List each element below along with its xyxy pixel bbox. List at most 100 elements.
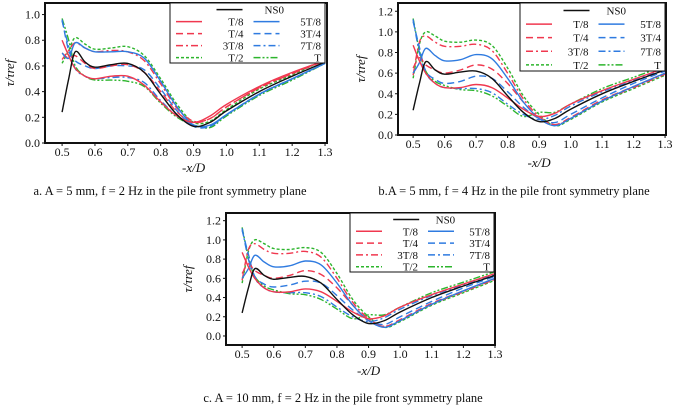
legend-label: T/4	[403, 238, 419, 250]
y-tick-label: 0.0	[25, 136, 40, 150]
series-line-T-over-4	[61, 52, 326, 124]
y-tick-label: 0.2	[25, 110, 40, 124]
series-line-T	[412, 18, 666, 118]
series-line-3T-over-4	[412, 21, 666, 124]
legend-label: T/8	[403, 226, 419, 238]
series-line-T-over-2	[61, 36, 326, 125]
series-line-5T-over-8	[412, 47, 666, 127]
legend-label: T/8	[573, 19, 589, 31]
x-tick-label: 0.8	[500, 137, 515, 151]
series-line-5T-over-8	[61, 41, 326, 128]
y-tick-label: 1.0	[25, 8, 40, 22]
x-tick-label: 1.2	[626, 137, 641, 151]
x-tick-label: 0.6	[437, 137, 452, 151]
x-tick-label: 0.7	[469, 137, 484, 151]
series-line-T	[241, 227, 495, 320]
x-tick-label: 0.6	[87, 145, 102, 159]
y-tick-label: 1.2	[206, 214, 221, 228]
chart-a: 0.5 0.6 0.7 0.8 0.9 1.0 1.1 1.2 1.3 0.0 0.2 0.4 0.6 0…	[2, 2, 333, 175]
caption-b: b.A = 5 mm, f = 4 Hz in the pile front s…	[378, 184, 650, 198]
x-tick-label: 1.1	[595, 137, 610, 151]
x-tick-label: 0.8	[153, 145, 168, 159]
caption-a: a. A = 5 mm, f = 2 Hz in the pile front …	[33, 184, 307, 198]
y-tick-label: 0.8	[206, 252, 221, 266]
legend-label: T	[483, 262, 490, 274]
y-tick-label: 0.0	[206, 329, 221, 343]
legend-label: NS0	[606, 5, 626, 17]
series-line-7T-over-8	[241, 228, 495, 323]
series-line-5T-over-8	[241, 254, 495, 329]
x-tick-label: 0.7	[120, 145, 135, 159]
x-tick-label: 1.3	[318, 145, 333, 159]
x-axis-label: -x/D	[357, 363, 381, 378]
y-axis-label: τ/τref	[353, 53, 368, 82]
series-line-NS0	[241, 267, 495, 325]
series-group	[61, 18, 326, 129]
y-axis-label: τ/τref	[2, 57, 17, 86]
legend-label: NS0	[436, 214, 456, 226]
legend-box	[519, 2, 666, 72]
series-line-T-over-2	[241, 238, 495, 329]
x-tick-label: 1.0	[393, 347, 408, 361]
x-tick-label: 0.7	[298, 347, 313, 361]
x-tick-label: 1.1	[424, 347, 439, 361]
y-tick-label: 0.4	[378, 87, 393, 101]
legend-label: 7T/8	[300, 41, 321, 53]
y-axis-label: τ/τref	[180, 263, 195, 292]
y-tick-label: 1.0	[378, 25, 393, 39]
legend-label: 5T/8	[469, 226, 490, 238]
legend: NS0 T/8 5T/8 T/4 3T/4 3T/8 7T/8 T/2 T	[349, 212, 495, 274]
series-line-T-over-8	[241, 252, 495, 320]
x-tick-label: 0.9	[532, 137, 547, 151]
legend-label: 3T/8	[223, 41, 244, 53]
legend-label: T	[314, 53, 321, 65]
legend-label: 3T/4	[300, 29, 321, 41]
y-tick-label: 1.0	[206, 233, 221, 247]
x-tick-label: 1.0	[563, 137, 578, 151]
legend-label: NS0	[264, 5, 284, 17]
y-tick-label: 0.8	[378, 46, 393, 60]
chart-b: 0.5 0.6 0.7 0.8 0.9 1.0 1.1 1.2 1.3 0.0 0.2 0.4 0.6 0…	[353, 2, 673, 170]
y-tick-label: 0.6	[206, 271, 221, 285]
y-tick-label: 0.6	[25, 59, 40, 73]
legend-label: T	[654, 60, 661, 72]
x-axis-label: -x/D	[528, 155, 552, 170]
x-tick-label: 1.3	[658, 137, 673, 151]
caption-c: c. A = 10 mm, f = 2 Hz in the pile front…	[203, 391, 483, 405]
series-line-NS0	[61, 50, 326, 128]
y-tick-label: 0.0	[378, 128, 393, 142]
legend-label: 7T/8	[640, 46, 661, 58]
y-tick-label: 0.2	[378, 107, 393, 121]
series-line-T-over-2	[412, 30, 666, 127]
series-line-3T-over-8	[412, 35, 666, 126]
legend-label: 3T/4	[640, 33, 661, 45]
x-tick-label: 0.5	[235, 347, 250, 361]
legend-label: 5T/8	[300, 17, 321, 29]
legend-label: 5T/8	[640, 19, 661, 31]
legend-label: T/2	[228, 53, 243, 65]
legend: NS0 T/8 5T/8 T/4 3T/4 3T/8 7T/8 T/2 T	[169, 2, 326, 65]
series-line-NS0	[412, 60, 666, 123]
y-tick-label: 1.2	[378, 4, 393, 18]
series-line-T-over-8	[61, 39, 326, 124]
legend-label: T/8	[228, 17, 244, 29]
x-tick-label: 0.6	[266, 347, 281, 361]
legend-label: 7T/8	[469, 250, 490, 262]
series-line-T-over-8	[412, 45, 666, 118]
legend-label: T/4	[228, 29, 244, 41]
legend-label: 3T/8	[397, 250, 418, 262]
y-tick-label: 0.6	[378, 66, 393, 80]
x-tick-label: 1.2	[456, 347, 471, 361]
legend-box	[169, 2, 326, 64]
y-tick-label: 0.2	[206, 310, 221, 324]
x-tick-label: 1.2	[285, 145, 300, 159]
x-tick-label: 0.9	[361, 347, 376, 361]
legend-label: T/4	[573, 33, 589, 45]
series-group	[412, 18, 666, 127]
legend: NS0 T/8 5T/8 T/4 3T/4 3T/8 7T/8 T/2 T	[519, 2, 666, 72]
chart-c: 0.5 0.6 0.7 0.8 0.9 1.0 1.1 1.2 1.3 0.0 0.2 0.4 0.6 0…	[180, 212, 503, 378]
legend-label: T/2	[403, 262, 418, 274]
x-tick-label: 0.8	[329, 347, 344, 361]
series-line-T-over-4	[412, 56, 666, 126]
